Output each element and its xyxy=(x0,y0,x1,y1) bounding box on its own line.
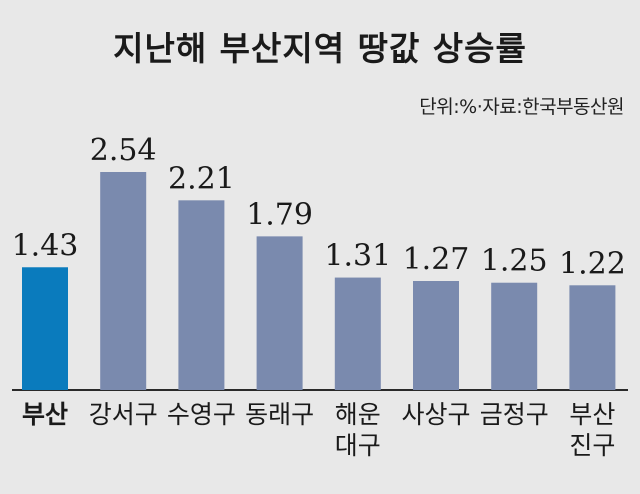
value-label-6: 1.25 xyxy=(481,244,548,279)
bar-5 xyxy=(413,281,459,390)
category-label-6: 금정구 xyxy=(480,400,549,429)
category-label-4-line-0: 해운 xyxy=(335,400,381,429)
category-label-2: 수영구 xyxy=(167,400,236,429)
bar-2 xyxy=(178,200,225,390)
category-label-7-line-1: 진구 xyxy=(569,431,615,460)
bar-4 xyxy=(334,277,381,390)
value-label-7: 1.22 xyxy=(559,246,626,281)
value-label-4: 1.31 xyxy=(324,239,391,274)
category-label-5: 사상구 xyxy=(401,400,470,429)
bar-6 xyxy=(491,282,538,390)
bar-0 xyxy=(22,267,68,390)
category-label-0: 부산 xyxy=(22,400,68,429)
value-label-0: 1.43 xyxy=(12,228,79,263)
chart-title: 지난해 부산지역 땅값 상승률 xyxy=(113,29,527,68)
bar-1 xyxy=(100,172,147,390)
category-label-4-line-1: 대구 xyxy=(335,431,381,460)
value-label-5: 1.27 xyxy=(403,242,470,277)
value-label-3: 1.79 xyxy=(246,197,313,232)
source-note: 단위:%·자료:한국부동산원 xyxy=(419,96,624,118)
value-label-1: 2.54 xyxy=(90,133,157,168)
bar-7 xyxy=(569,285,616,390)
value-label-2: 2.21 xyxy=(168,161,235,196)
category-label-1: 강서구 xyxy=(89,400,158,429)
category-label-3: 동래구 xyxy=(245,400,314,429)
category-label-7-line-0: 부산 xyxy=(569,400,615,429)
bar-3 xyxy=(256,236,303,390)
